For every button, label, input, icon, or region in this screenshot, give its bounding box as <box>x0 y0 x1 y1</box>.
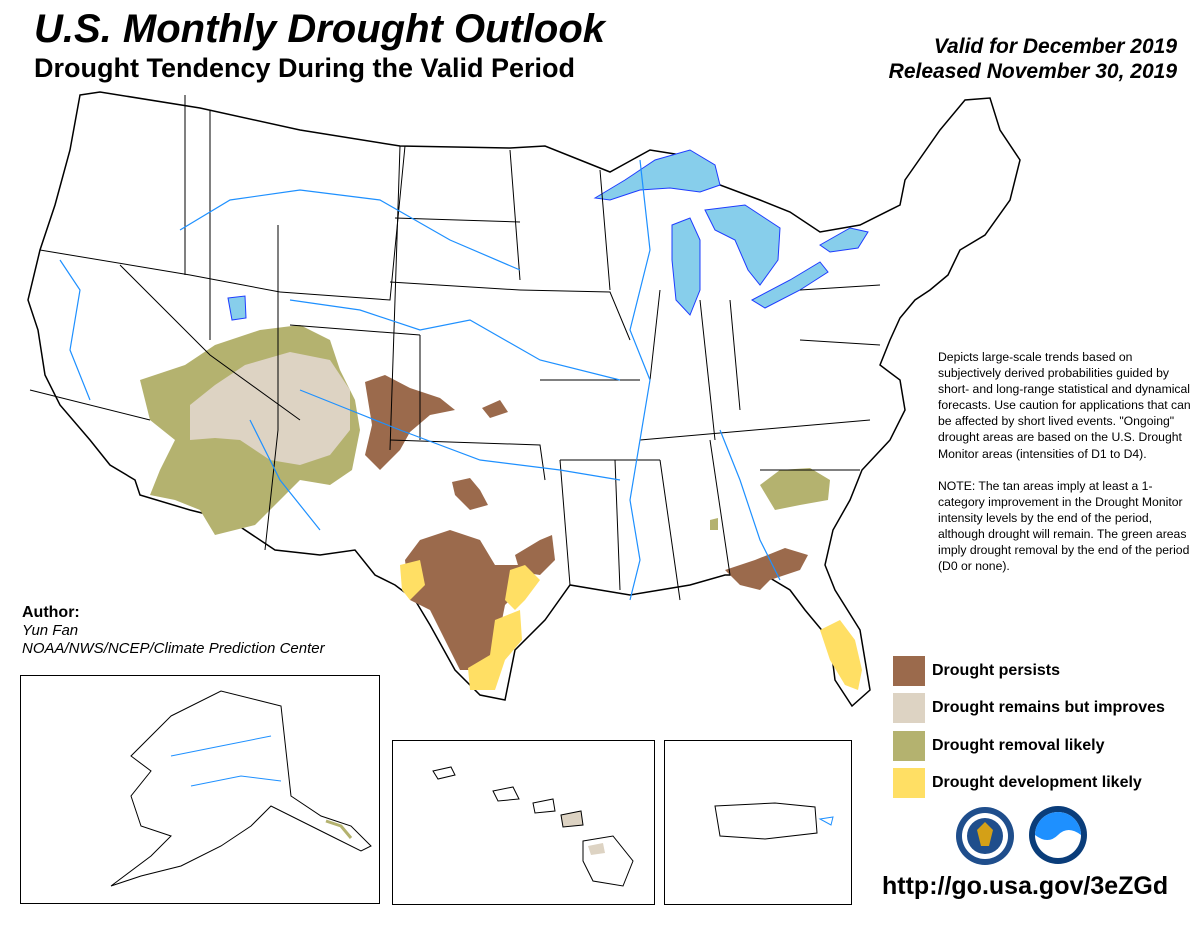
description-text: Depicts large-scale trends based on subj… <box>938 349 1193 590</box>
author-block: Author: Yun Fan NOAA/NWS/NCEP/Climate Pr… <box>22 604 325 658</box>
legend-label-development: Drought development likely <box>932 774 1142 791</box>
legend-swatch-development <box>893 768 925 798</box>
author-org: NOAA/NWS/NCEP/Climate Prediction Center <box>22 640 325 657</box>
kansas-persists-small <box>482 400 508 418</box>
description-para-2: NOTE: The tan areas imply at least a 1-c… <box>938 478 1190 574</box>
hawaii-inset <box>392 740 655 905</box>
legend-label-persists: Drought persists <box>932 662 1061 679</box>
oklahoma-persists-area <box>452 478 488 510</box>
page-subtitle: Drought Tendency During the Valid Period <box>34 53 576 83</box>
description-para-1: Depicts large-scale trends based on subj… <box>938 350 1191 461</box>
hawaii-map <box>432 766 634 887</box>
lake-superior <box>593 149 721 201</box>
legend-swatch-removal <box>893 731 925 761</box>
alabama-removal-small <box>710 518 718 530</box>
page-title: U.S. Monthly Drought Outlook <box>34 7 606 51</box>
southwest-improves-area <box>190 352 350 465</box>
valid-period: Valid for December 2019 <box>933 35 1177 58</box>
noaa-logo-icon <box>1029 806 1087 864</box>
lake-huron <box>704 204 781 286</box>
rivers <box>59 159 781 601</box>
georgia-florida-persists-area <box>725 548 808 590</box>
legend-swatch-persists <box>893 656 925 686</box>
state-boundaries <box>29 95 881 601</box>
florida-development-area <box>820 620 862 690</box>
legend-label-removal: Drought removal likely <box>932 737 1105 754</box>
lake-ontario <box>819 227 869 253</box>
author-heading: Author: <box>22 604 80 621</box>
puerto-rico-inset <box>664 740 852 905</box>
legend-label-improves: Drought remains but improves <box>932 699 1165 716</box>
colorado-kansas-persists-area <box>365 375 455 470</box>
great-salt-lake <box>227 295 247 321</box>
lake-michigan <box>671 217 701 316</box>
author-name: Yun Fan <box>22 622 79 639</box>
release-date: Released November 30, 2019 <box>888 60 1177 83</box>
texas-development-area <box>400 560 540 690</box>
puerto-rico-map <box>714 802 834 840</box>
southeast-removal-area <box>760 468 830 510</box>
nws-seal-icon <box>956 807 1014 865</box>
validity-info: Valid for December 2019 Released Novembe… <box>889 34 1177 84</box>
legend-swatch-improves <box>893 693 925 723</box>
alaska-map <box>110 690 372 887</box>
lake-erie <box>750 261 829 309</box>
alaska-inset <box>20 675 380 904</box>
reference-url[interactable]: http://go.usa.gov/3eZGd <box>882 872 1169 900</box>
